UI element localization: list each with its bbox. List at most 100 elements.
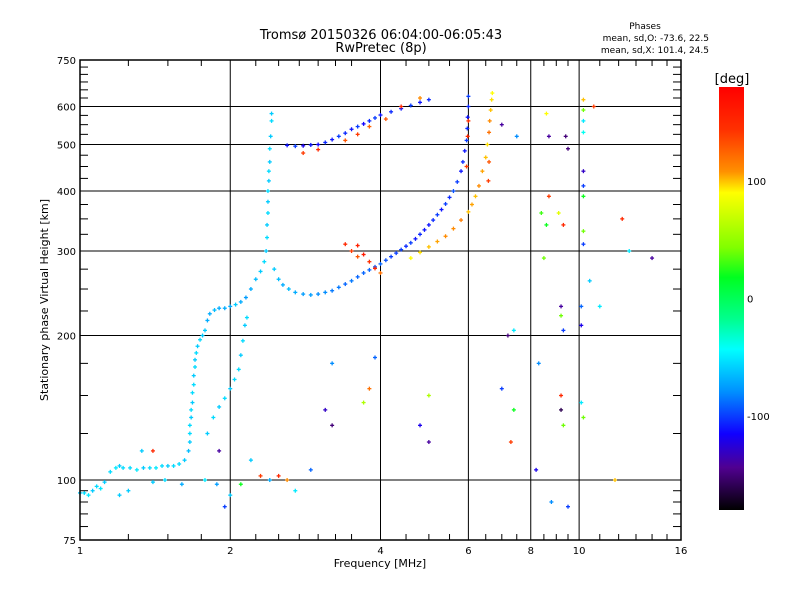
data-point	[378, 261, 383, 266]
data-point	[212, 308, 217, 313]
data-point	[222, 396, 227, 401]
data-point	[336, 134, 341, 139]
data-point	[187, 440, 192, 445]
data-point	[383, 258, 388, 263]
data-point	[269, 118, 274, 123]
data-point	[466, 104, 471, 109]
data-point	[253, 277, 258, 282]
data-point	[308, 292, 313, 297]
data-point	[536, 361, 541, 366]
data-point	[355, 124, 360, 129]
data-point	[464, 138, 469, 143]
y-tick-label: 600	[57, 103, 76, 114]
y-tick-label: 750	[57, 56, 76, 67]
data-point	[355, 254, 360, 259]
data-point	[581, 415, 586, 420]
data-point	[544, 111, 549, 116]
data-point	[581, 108, 586, 113]
data-point	[534, 467, 539, 472]
data-point	[451, 226, 456, 231]
data-point	[541, 256, 546, 261]
data-point	[238, 299, 243, 304]
data-point	[587, 278, 592, 283]
data-point	[214, 482, 219, 487]
data-point	[186, 448, 191, 453]
data-point	[486, 178, 491, 183]
data-point	[285, 143, 290, 148]
data-point	[349, 278, 354, 283]
data-point	[460, 159, 465, 164]
data-point	[190, 390, 195, 395]
data-point	[265, 199, 270, 204]
x-tick-label: 1	[77, 546, 83, 557]
data-point	[217, 306, 222, 311]
data-point	[566, 146, 571, 151]
data-point	[330, 288, 335, 293]
data-point	[265, 235, 270, 240]
data-point	[301, 143, 306, 148]
x-tick-label: 16	[675, 546, 688, 557]
data-point	[476, 183, 481, 188]
data-point	[426, 97, 431, 102]
data-point	[211, 415, 216, 420]
data-point	[200, 333, 205, 338]
data-point	[293, 144, 298, 149]
data-point	[439, 207, 444, 212]
data-point	[579, 304, 584, 309]
data-point	[408, 256, 413, 261]
data-point	[561, 222, 566, 227]
data-point	[238, 353, 243, 358]
data-point	[579, 323, 584, 328]
data-point	[113, 465, 118, 470]
data-point	[435, 212, 440, 217]
data-point	[233, 302, 238, 307]
y-tick-label: 300	[57, 247, 76, 258]
data-point	[355, 132, 360, 137]
axis-ticks	[80, 60, 681, 540]
data-point	[466, 118, 471, 123]
data-point	[232, 377, 237, 382]
data-point	[187, 423, 192, 428]
data-point	[367, 118, 372, 123]
data-point	[378, 270, 383, 275]
data-point	[94, 484, 99, 489]
data-point	[361, 270, 366, 275]
colorbar-label: [deg]	[715, 72, 750, 87]
data-point	[466, 209, 471, 214]
data-point	[361, 121, 366, 126]
data-point	[90, 488, 95, 493]
data-point	[179, 482, 184, 487]
stats-heading: Phases	[629, 22, 661, 32]
data-point	[248, 458, 253, 463]
data-point	[102, 480, 107, 485]
data-point	[323, 140, 328, 145]
data-point	[336, 285, 341, 290]
data-point	[177, 461, 182, 466]
data-point	[195, 344, 200, 349]
y-tick-label: 100	[57, 476, 76, 487]
data-point	[343, 242, 348, 247]
data-point	[150, 448, 155, 453]
data-point	[165, 463, 170, 468]
chart-title: Tromsø 20150326 06:04:00-06:05:43	[259, 28, 502, 43]
data-point	[121, 465, 126, 470]
data-point	[546, 194, 551, 199]
data-point	[293, 488, 298, 493]
y-tick-label: 75	[63, 536, 76, 547]
data-point	[269, 111, 274, 116]
data-point	[323, 290, 328, 295]
x-tick-label: 6	[465, 546, 471, 557]
data-point	[488, 108, 493, 113]
data-point	[487, 159, 492, 164]
x-tick-label: 10	[573, 546, 586, 557]
y-axis-label: Stationary phase Virtual Height [km]	[38, 199, 51, 401]
data-point	[293, 290, 298, 295]
data-point	[499, 386, 504, 391]
data-point	[418, 250, 423, 255]
data-point	[389, 109, 394, 114]
data-point	[228, 493, 233, 498]
data-point	[508, 440, 513, 445]
data-point	[361, 400, 366, 405]
data-point	[280, 282, 285, 287]
